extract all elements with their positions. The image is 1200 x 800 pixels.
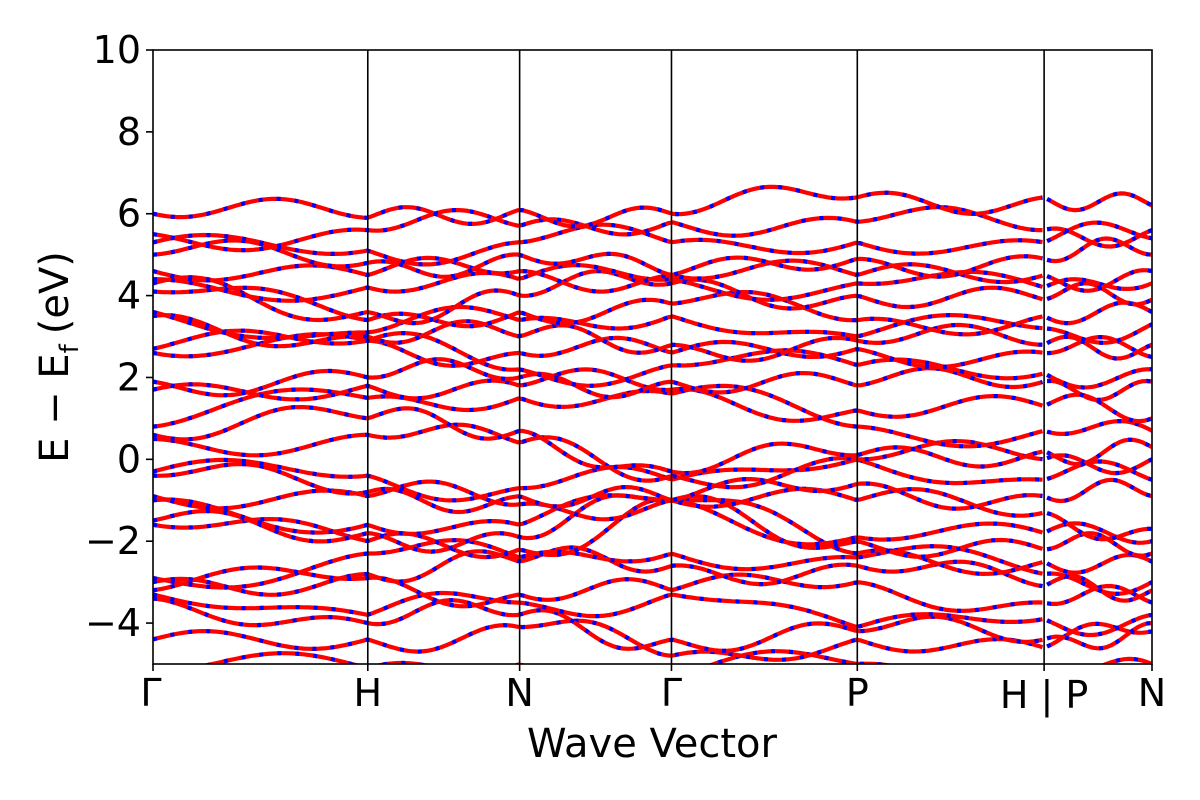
band-spin-down-line [202,649,1152,664]
x-tick-label: Γ [140,671,161,715]
y-tick-label: 6 [117,192,141,236]
bands-group [153,184,1152,664]
band-spin-down-line [153,220,1152,267]
x-tick-label: H [353,671,382,715]
x-tick-label: N [1138,671,1166,715]
y-axis-label: E − Ef (eV) [32,251,85,463]
band-spin-up-line [153,236,1152,279]
band-spin-down-line [153,457,1152,503]
x-axis-label: Wave Vector [527,721,778,767]
x-tick-label: Γ [661,671,682,715]
y-tick-label: 8 [117,110,141,154]
x-axis-ticks: Γ H N Γ P H | P N [140,664,1166,718]
band-spin-down-line [153,328,1152,370]
band-spin-up-line [153,383,1152,449]
y-axis-label-main: E − E [32,353,78,463]
plot-frame [152,49,1153,665]
band-spin-down-line [153,461,1152,515]
band-spin-down-line [153,330,1152,390]
band-spin-down-line [153,422,1152,490]
y-tick-label: 10 [93,28,141,72]
x-tick-label: P [846,671,869,715]
band-spin-down-line [153,255,1152,294]
y-axis-label-unit: (eV) [32,251,78,334]
y-tick-label: −4 [85,601,141,645]
y-axis-label-subscript: f [55,343,85,353]
band-spin-down-line [153,493,1152,547]
y-tick-label: 2 [117,355,141,399]
x-tick-label: H | P [1000,673,1088,718]
band-spin-down-line [153,405,1152,476]
band-spin-down-line [153,263,1152,303]
plot-area [152,49,1153,665]
band-spin-down-line [153,590,1152,638]
band-spin-down-line [153,184,1152,229]
band-spin-down-line [153,596,1152,653]
x-tick-label: N [505,671,533,715]
y-tick-label: 4 [117,274,141,318]
y-tick-label: −2 [85,519,141,563]
band-spin-down-line [153,479,1152,542]
y-axis-ticks: −4 −2 0 2 4 6 8 10 [85,28,153,645]
band-spin-down-line [153,205,1152,253]
band-spin-down-line [153,367,1152,424]
kpoint-lines [366,50,1045,664]
y-tick-label: 0 [117,437,141,481]
band-spin-down-line [153,304,1152,345]
band-spin-down-line [153,313,1152,363]
band-spin-down-line [153,493,1152,559]
